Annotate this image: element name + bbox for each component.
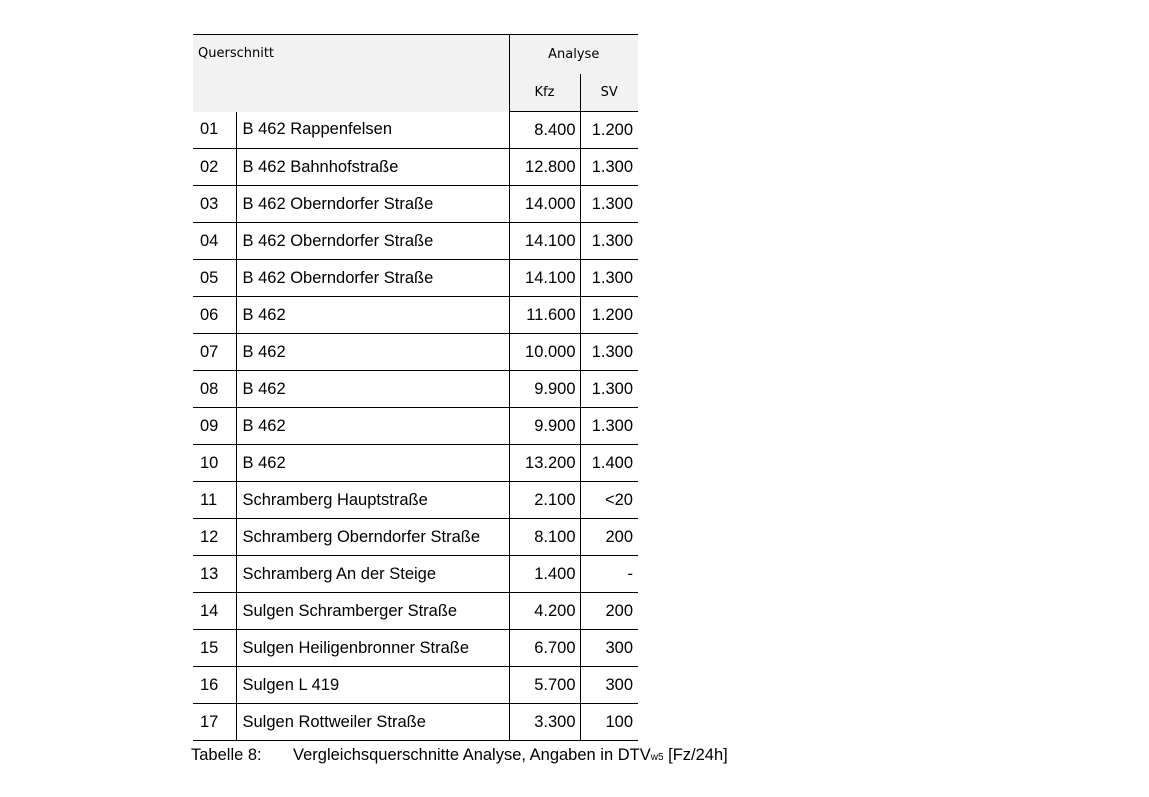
row-number: 12 xyxy=(193,518,236,556)
table-row: 09 B 462 9.900 1.300 xyxy=(193,407,638,445)
row-name: Schramberg Oberndorfer Straße xyxy=(235,518,509,556)
row-kfz: 1.400 xyxy=(508,555,580,593)
row-name: Sulgen Rottweiler Straße xyxy=(235,703,509,741)
table-row: 01 B 462 Rappenfelsen 8.400 1.200 xyxy=(193,111,638,149)
row-number: 04 xyxy=(193,222,236,260)
row-kfz: 2.100 xyxy=(508,481,580,519)
row-number: 17 xyxy=(193,703,236,741)
row-number: 15 xyxy=(193,629,236,667)
row-sv: 1.300 xyxy=(579,222,638,260)
row-name: B 462 xyxy=(235,444,509,482)
row-name: B 462 xyxy=(235,407,509,445)
row-sv: 1.200 xyxy=(579,296,638,334)
table-row: 16 Sulgen L 419 5.700 300 xyxy=(193,666,638,704)
caption-text: Vergleichsquerschnitte Analyse, Angaben … xyxy=(293,746,651,764)
row-sv: 200 xyxy=(579,592,638,630)
row-sv: 1.400 xyxy=(579,444,638,482)
row-name: B 462 Oberndorfer Straße xyxy=(235,222,509,260)
row-name: B 462 Rappenfelsen xyxy=(235,111,509,149)
table-caption: Tabelle 8: Vergleichsquerschnitte Analyse… xyxy=(191,746,728,765)
row-name: B 462 Oberndorfer Straße xyxy=(235,259,509,297)
row-kfz: 5.700 xyxy=(508,666,580,704)
table-row: 15 Sulgen Heiligenbronner Straße 6.700 300 xyxy=(193,629,638,667)
row-sv: 1.300 xyxy=(579,333,638,371)
row-name: B 462 xyxy=(235,296,509,334)
row-kfz: 3.300 xyxy=(508,703,580,741)
row-kfz: 4.200 xyxy=(508,592,580,630)
caption-unit: [Fz/24h] xyxy=(663,746,728,764)
row-name: Sulgen L 419 xyxy=(235,666,509,704)
row-sv: 200 xyxy=(579,518,638,556)
row-kfz: 8.100 xyxy=(508,518,580,556)
row-kfz: 6.700 xyxy=(508,629,580,667)
row-kfz: 10.000 xyxy=(508,333,580,371)
row-name: Sulgen Schramberger Straße xyxy=(235,592,509,630)
row-number: 03 xyxy=(193,185,236,223)
table-row: 10 B 462 13.200 1.400 xyxy=(193,444,638,482)
row-number: 02 xyxy=(193,148,236,186)
traffic-table: Querschnitt Analyse Kfz SV 01 B 462 Rappe… xyxy=(193,34,638,741)
row-number: 08 xyxy=(193,370,236,408)
row-kfz: 9.900 xyxy=(508,370,580,408)
table-row: 05 B 462 Oberndorfer Straße 14.100 1.300 xyxy=(193,259,638,297)
row-kfz: 11.600 xyxy=(508,296,580,334)
row-number: 16 xyxy=(193,666,236,704)
row-sv: 1.300 xyxy=(579,148,638,186)
row-name: B 462 Bahnhofstraße xyxy=(235,148,509,186)
table-row: 06 B 462 11.600 1.200 xyxy=(193,296,638,334)
row-number: 05 xyxy=(193,259,236,297)
row-sv: 100 xyxy=(579,703,638,741)
row-name: Schramberg An der Steige xyxy=(235,555,509,593)
row-sv: 1.300 xyxy=(579,407,638,445)
row-kfz: 8.400 xyxy=(508,111,580,149)
row-sv: 1.300 xyxy=(579,259,638,297)
table-row: 17 Sulgen Rottweiler Straße 3.300 100 xyxy=(193,703,638,741)
row-name: Sulgen Heiligenbronner Straße xyxy=(235,629,509,667)
table-row: 02 B 462 Bahnhofstraße 12.800 1.300 xyxy=(193,148,638,186)
table-row: 12 Schramberg Oberndorfer Straße 8.100 200 xyxy=(193,518,638,556)
row-sv: 300 xyxy=(579,629,638,667)
row-number: 06 xyxy=(193,296,236,334)
row-number: 09 xyxy=(193,407,236,445)
table-row: 08 B 462 9.900 1.300 xyxy=(193,370,638,408)
row-number: 11 xyxy=(193,481,236,519)
row-number: 07 xyxy=(193,333,236,371)
row-number: 13 xyxy=(193,555,236,593)
row-kfz: 14.100 xyxy=(508,259,580,297)
row-kfz: 14.000 xyxy=(508,185,580,223)
row-name: B 462 xyxy=(235,333,509,371)
row-kfz: 12.800 xyxy=(508,148,580,186)
row-sv: 1.300 xyxy=(579,185,638,223)
header-sv: SV xyxy=(579,74,638,112)
caption-label: Tabelle 8: xyxy=(191,746,262,764)
row-name: B 462 xyxy=(235,370,509,408)
row-sv: 1.200 xyxy=(579,111,638,149)
row-sv: 300 xyxy=(579,666,638,704)
header-querschnitt: Querschnitt xyxy=(193,34,509,112)
row-sv: - xyxy=(579,555,638,593)
caption-subscript: w5 xyxy=(650,752,664,763)
row-sv: 1.300 xyxy=(579,370,638,408)
row-kfz: 13.200 xyxy=(508,444,580,482)
row-number: 01 xyxy=(193,111,236,149)
table-row: 07 B 462 10.000 1.300 xyxy=(193,333,638,371)
table-row: 13 Schramberg An der Steige 1.400- xyxy=(193,555,638,593)
table-row: 03 B 462 Oberndorfer Straße 14.000 1.300 xyxy=(193,185,638,223)
table-row: 14 Sulgen Schramberger Straße 4.200 200 xyxy=(193,592,638,630)
row-name: Schramberg Hauptstraße xyxy=(235,481,509,519)
row-kfz: 14.100 xyxy=(508,222,580,260)
table-row: 04 B 462 Oberndorfer Straße 14.100 1.300 xyxy=(193,222,638,260)
header-kfz: Kfz xyxy=(508,74,580,112)
row-number: 10 xyxy=(193,444,236,482)
row-number: 14 xyxy=(193,592,236,630)
row-name: B 462 Oberndorfer Straße xyxy=(235,185,509,223)
row-sv: <20 xyxy=(579,481,638,519)
row-kfz: 9.900 xyxy=(508,407,580,445)
table-row: 11 Schramberg Hauptstraße 2.100 <20 xyxy=(193,481,638,519)
header-analyse: Analyse xyxy=(508,34,638,74)
